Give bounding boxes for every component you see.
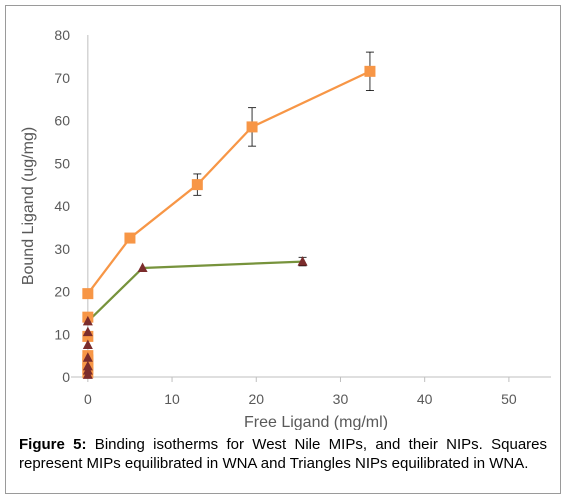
figure-frame: [5, 5, 561, 494]
series-2-line: [87, 260, 303, 323]
triangle-marker: [82, 352, 93, 362]
square-marker: [82, 288, 94, 300]
binding-isotherm-chart: 0 10 20 30 40 50 60 70 80 0 10 20 30 40 50 Free Ligan…: [20, 27, 551, 430]
triangle-marker: [82, 315, 93, 326]
x-axis-title: Free Ligand (mg/ml): [244, 414, 388, 430]
series-lines: [86, 70, 371, 323]
x-tick-label: 50: [501, 391, 517, 407]
y-tick-label: 20: [54, 284, 70, 300]
y-tick-label: 10: [54, 326, 70, 342]
square-marker: [191, 179, 203, 191]
y-tick-labels: 0 10 20 30 40 50 60 70 80: [54, 27, 70, 385]
triangle-marker: [137, 262, 148, 272]
y-tick-label: 70: [54, 70, 70, 86]
y-tick-label: 50: [54, 155, 70, 171]
x-tick-label: 0: [84, 391, 92, 407]
y-tick-label: 60: [54, 113, 70, 129]
x-tick-label: 30: [333, 391, 349, 407]
x-tick-label: 10: [164, 391, 180, 407]
triangle-marker: [82, 339, 93, 349]
y-axis-title: Bound Ligand (ug/mg): [20, 127, 37, 285]
triangle-marker: [297, 256, 308, 266]
triangle-marker: [82, 326, 93, 337]
caption-label: Figure 5:: [19, 436, 87, 453]
x-tick-label: 40: [417, 391, 433, 407]
y-tick-label: 30: [54, 241, 70, 257]
y-tick-label: 80: [54, 27, 70, 43]
series-1-line: [86, 70, 371, 295]
square-marker: [82, 330, 94, 342]
figure-caption: Figure 5: Binding isotherms for West Nil…: [19, 435, 547, 473]
y-tick-label: 0: [62, 369, 70, 385]
triangle-marker: [82, 360, 93, 371]
y-tick-label: 40: [54, 198, 70, 214]
axes: [71, 35, 551, 382]
square-marker: [364, 65, 376, 77]
x-tick-labels: 0 10 20 30 40 50: [84, 391, 517, 407]
data-markers: [82, 65, 376, 379]
x-tick-label: 20: [248, 391, 264, 407]
square-marker: [246, 121, 258, 133]
square-marker: [124, 232, 136, 244]
caption-text: Binding isotherms for West Nile MIPs, an…: [19, 436, 548, 472]
